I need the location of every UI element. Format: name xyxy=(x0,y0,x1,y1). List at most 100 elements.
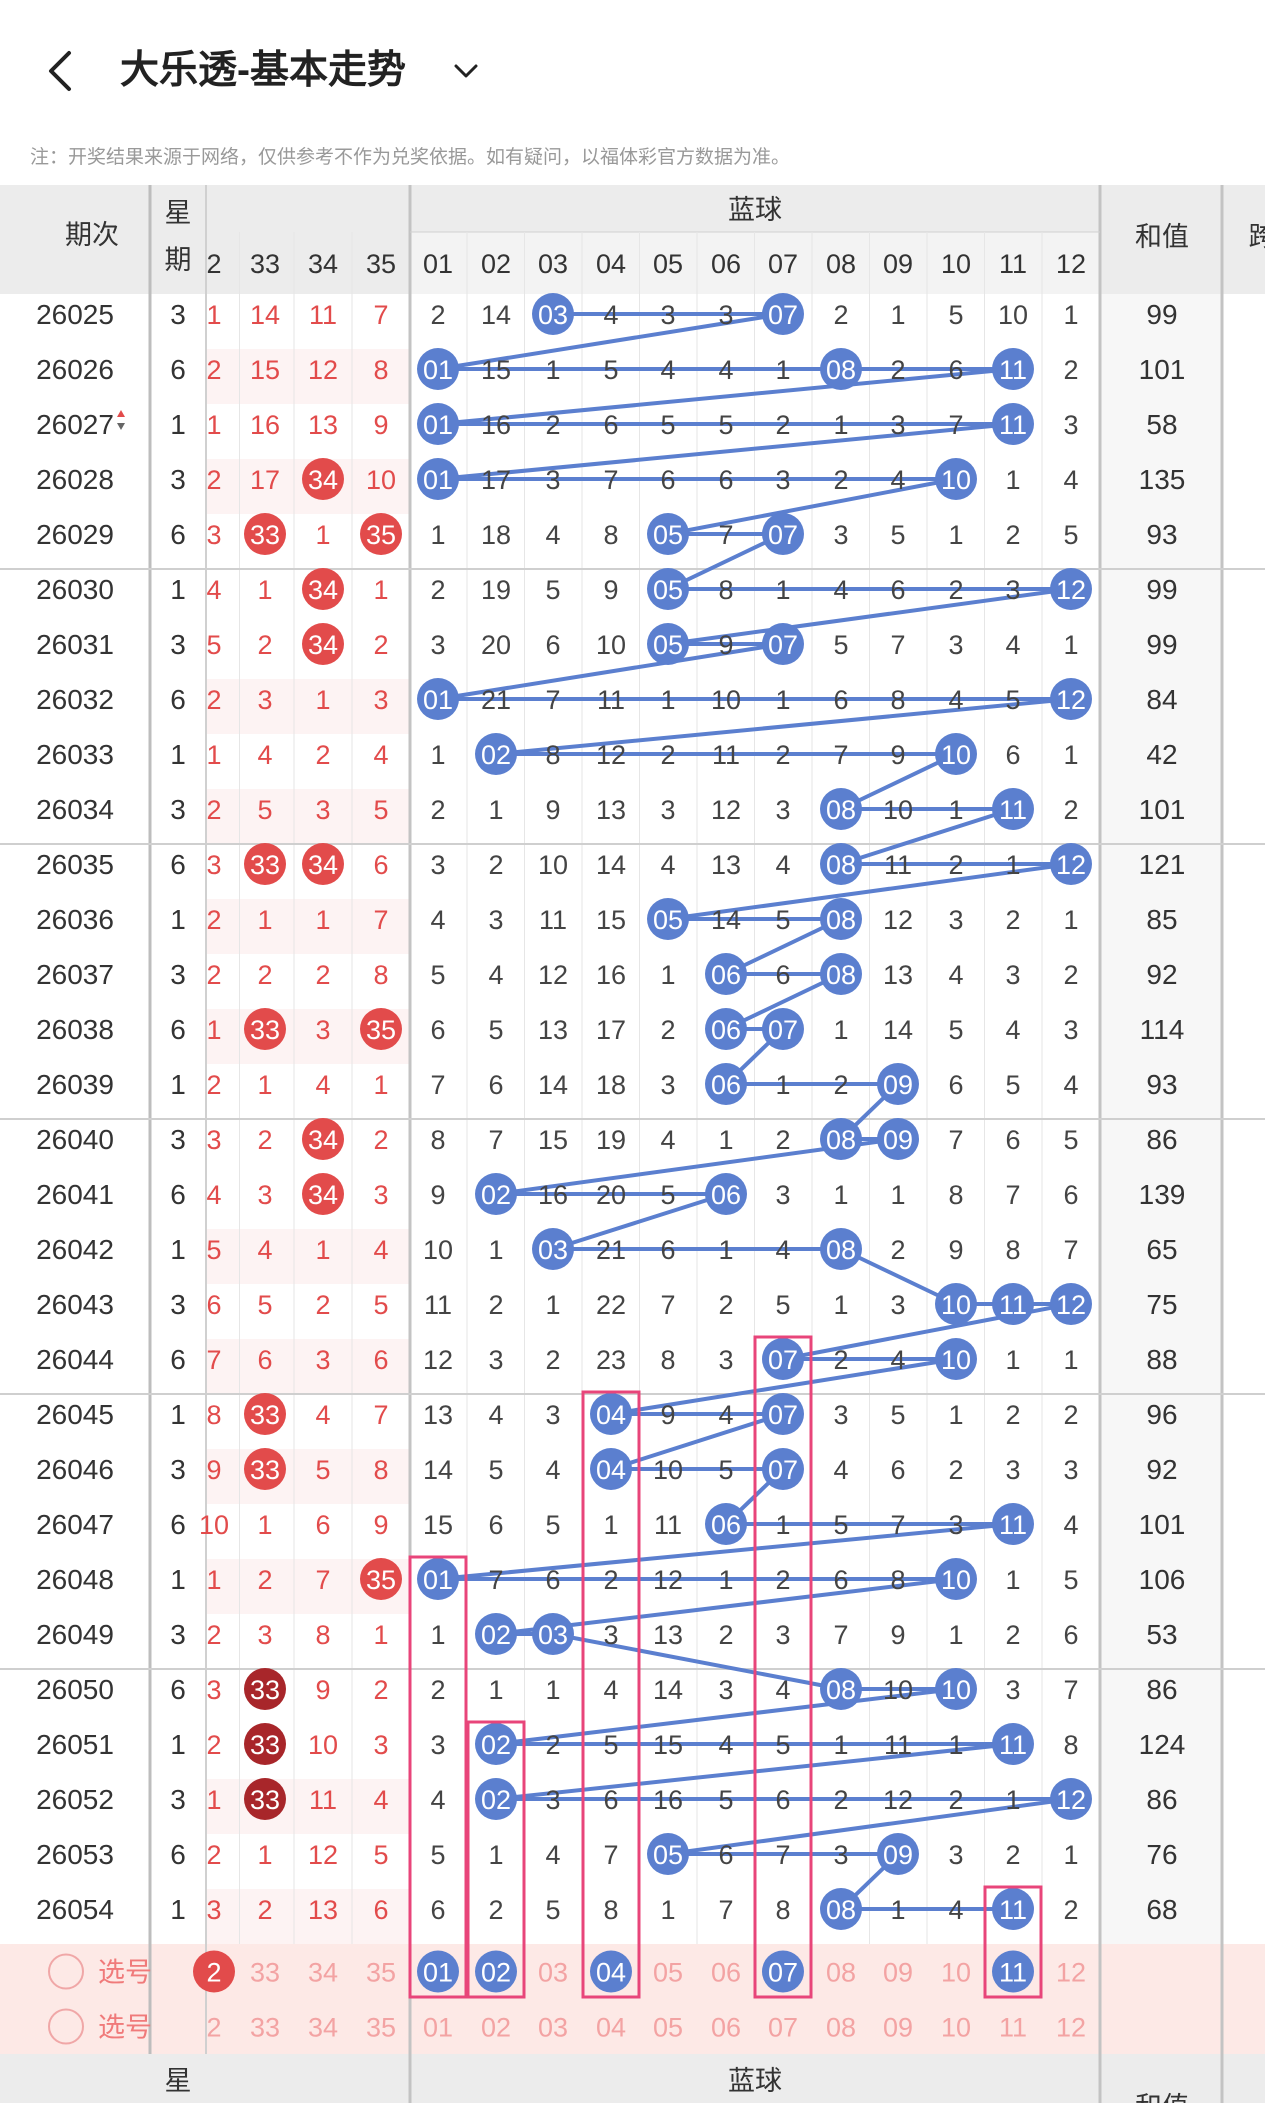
red-miss-cell: 11 xyxy=(309,300,337,330)
blue-ball xyxy=(1050,568,1092,610)
red-miss-cell: 2 xyxy=(206,1620,221,1650)
blue-ball xyxy=(877,1833,919,1875)
red-select-option[interactable]: 34 xyxy=(308,2013,338,2043)
blue-select-option[interactable]: 10 xyxy=(941,2013,971,2043)
blue-ball[interactable] xyxy=(992,1950,1034,1993)
weekday-cell: 1 xyxy=(170,1729,186,1760)
sum-cell: 92 xyxy=(1146,959,1177,990)
red-miss-cell: 2 xyxy=(206,1730,221,1760)
blue-miss-cell: 1 xyxy=(833,1180,848,1210)
blue-miss-cell: 4 xyxy=(660,355,675,385)
blue-select-option[interactable]: 03 xyxy=(538,1958,568,1988)
red-miss-cell: 8 xyxy=(315,1620,330,1650)
blue-select-option[interactable]: 12 xyxy=(1056,1958,1086,1988)
weekday-cell: 6 xyxy=(170,1014,186,1045)
blue-select-option[interactable]: 05 xyxy=(653,1958,683,1988)
sum-cell-bg xyxy=(1100,1284,1222,1339)
blue-miss-cell: 8 xyxy=(430,1125,445,1155)
red-miss-cell: 2 xyxy=(206,465,221,495)
blue-miss-cell: 14 xyxy=(653,1675,683,1705)
blue-col-header: 03 xyxy=(538,249,568,279)
blue-miss-cell: 4 xyxy=(775,850,790,880)
blue-miss-cell: 1 xyxy=(545,355,560,385)
red-miss-cell: 14 xyxy=(250,300,280,330)
red-miss-cell: 1 xyxy=(206,410,221,440)
blue-ball-number: 06 xyxy=(711,1015,741,1045)
sum-cell: 121 xyxy=(1139,849,1186,880)
blue-ball xyxy=(762,1393,804,1435)
period-header[interactable]: 期次 xyxy=(65,220,119,250)
blue-select-option[interactable]: 10 xyxy=(941,1958,971,1988)
blue-select-option[interactable]: 12 xyxy=(1056,2013,1086,2043)
blue-ball xyxy=(992,1888,1034,1930)
chevron-down-icon[interactable] xyxy=(448,52,484,90)
blue-select-option[interactable]: 06 xyxy=(711,2013,741,2043)
blue-miss-cell: 6 xyxy=(660,465,675,495)
blue-miss-cell: 7 xyxy=(948,410,963,440)
blue-ball-number: 07 xyxy=(768,1400,798,1430)
blue-miss-cell: 20 xyxy=(481,630,511,660)
red-select-option[interactable]: 34 xyxy=(308,1958,338,1988)
blue-miss-cell: 3 xyxy=(718,1345,733,1375)
red-select-option[interactable]: 33 xyxy=(250,1958,280,1988)
sum-cell-bg xyxy=(1100,844,1222,899)
red-select-option[interactable]: 33 xyxy=(250,2013,280,2043)
red-ball xyxy=(244,1008,286,1050)
blue-select-option[interactable]: 09 xyxy=(883,2013,913,2043)
select-radio[interactable] xyxy=(48,1953,84,1990)
red-select-option[interactable]: 35 xyxy=(366,2013,396,2043)
blue-col-header: 01 xyxy=(423,249,453,279)
blue-ball-number: 07 xyxy=(768,1015,798,1045)
back-icon[interactable] xyxy=(40,45,80,97)
blue-select-option[interactable]: 05 xyxy=(653,2013,683,2043)
blue-ball[interactable] xyxy=(475,1950,517,1993)
sum-cell-bg xyxy=(1100,624,1222,679)
blue-miss-cell: 1 xyxy=(890,300,905,330)
blue-ball-number: 09 xyxy=(883,1840,913,1870)
sum-cell: 106 xyxy=(1139,1564,1186,1595)
blue-ball[interactable] xyxy=(590,1950,632,1993)
red-miss-cell: 2 xyxy=(373,1125,388,1155)
blue-ball-number: 08 xyxy=(826,1895,856,1925)
sum-cell: 68 xyxy=(1146,1894,1177,1925)
blue-miss-cell: 2 xyxy=(833,300,848,330)
blue-ball xyxy=(705,1503,747,1545)
blue-miss-cell: 5 xyxy=(890,1400,905,1430)
blue-ball xyxy=(935,1338,977,1380)
blue-miss-cell: 3 xyxy=(660,795,675,825)
blue-select-option[interactable]: 11 xyxy=(999,2013,1027,2043)
sort-up-icon[interactable] xyxy=(117,410,125,417)
page-title[interactable]: 大乐透-基本走势 xyxy=(120,49,406,92)
blue-select-option[interactable]: 06 xyxy=(711,1958,741,1988)
select-radio[interactable] xyxy=(48,2008,84,2045)
blue-miss-cell: 3 xyxy=(1005,1675,1020,1705)
blue-col-header: 02 xyxy=(481,249,511,279)
blue-miss-cell: 3 xyxy=(545,465,560,495)
blue-miss-cell: 6 xyxy=(1005,740,1020,770)
red-select-option[interactable]: 2 xyxy=(206,2013,221,2043)
red-ball[interactable] xyxy=(193,1950,235,1993)
select-label[interactable]: 选号 xyxy=(98,2013,152,2043)
blue-ball-number: 02 xyxy=(481,1785,511,1815)
blue-ball[interactable] xyxy=(417,1950,459,1993)
sum-cell: 85 xyxy=(1146,904,1177,935)
red-select-option[interactable]: 35 xyxy=(366,1958,396,1988)
weekday-cell: 6 xyxy=(170,1179,186,1210)
sum-cell-bg xyxy=(1100,1009,1222,1064)
blue-miss-cell: 21 xyxy=(596,1235,626,1265)
blue-miss-cell: 3 xyxy=(1063,1455,1078,1485)
app-header: 大乐透-基本走势 xyxy=(0,0,1265,140)
blue-select-option[interactable]: 02 xyxy=(481,2013,511,2043)
blue-select-option[interactable]: 04 xyxy=(596,2013,626,2043)
blue-ball[interactable] xyxy=(762,1950,804,1993)
blue-select-option[interactable]: 01 xyxy=(423,2013,453,2043)
blue-select-option[interactable]: 09 xyxy=(883,1958,913,1988)
select-label[interactable]: 选号 xyxy=(98,1958,152,1988)
blue-select-option[interactable]: 08 xyxy=(826,2013,856,2043)
blue-miss-cell: 2 xyxy=(1063,1400,1078,1430)
blue-select-option[interactable]: 08 xyxy=(826,1958,856,1988)
blue-select-option[interactable]: 07 xyxy=(768,2013,798,2043)
sort-down-icon[interactable] xyxy=(117,423,125,430)
blue-select-option[interactable]: 03 xyxy=(538,2013,568,2043)
weekday-cell: 3 xyxy=(170,1784,186,1815)
